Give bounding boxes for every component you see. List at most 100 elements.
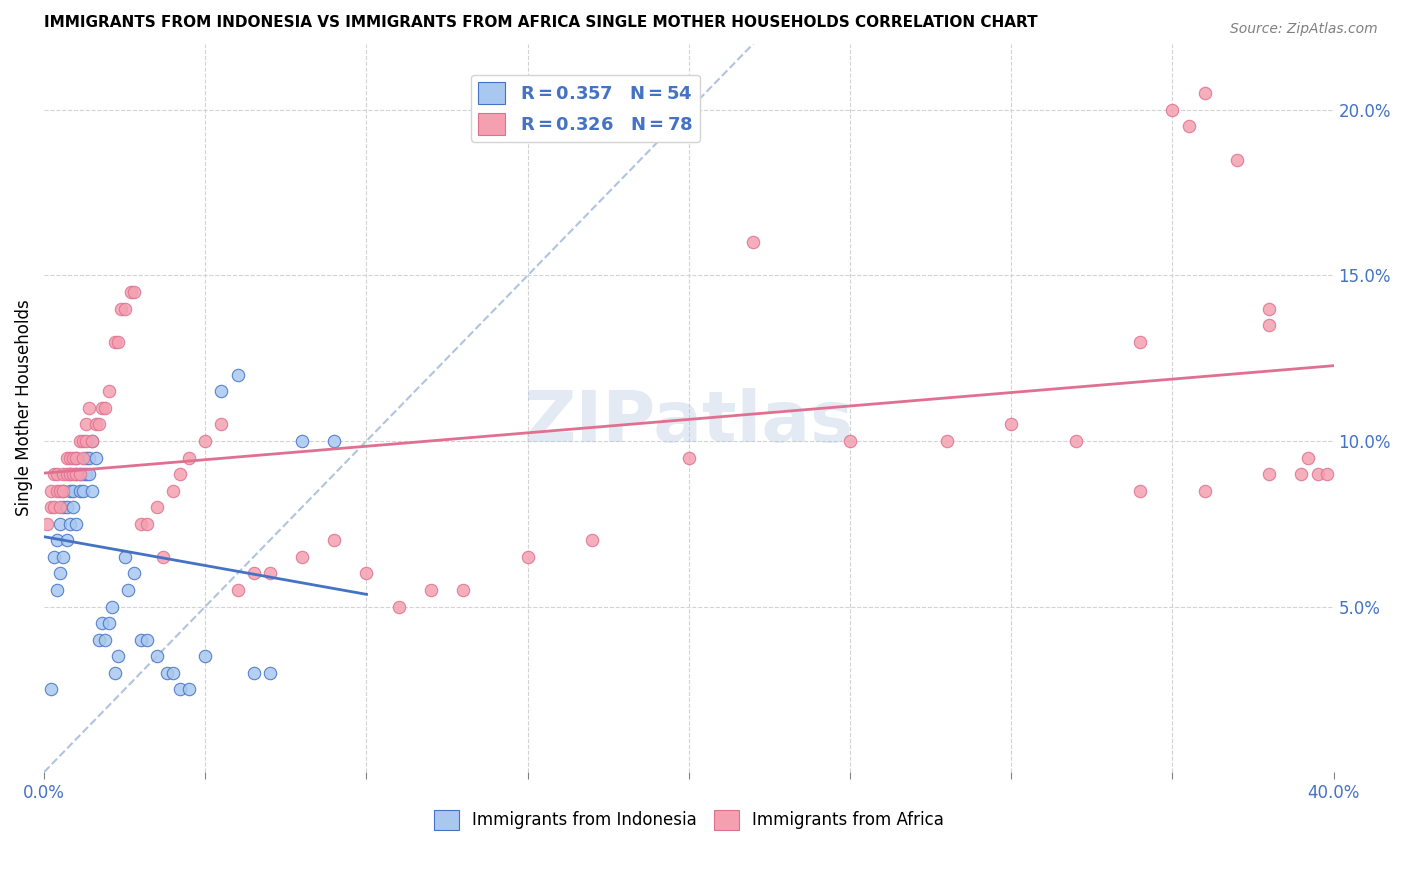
Point (1194, 483, 1216, 498)
Point (129, 632, 152, 647)
Point (120, 285, 142, 299)
Text: Source: ZipAtlas.com: Source: ZipAtlas.com (1230, 22, 1378, 37)
Point (77, 450, 100, 465)
Point (49, 483, 72, 498)
Point (39, 682, 62, 697)
Point (75, 467, 97, 481)
Point (1000, 417, 1022, 432)
Point (1296, 450, 1319, 465)
Point (226, 582, 249, 597)
Point (94, 632, 117, 647)
Point (1258, 301, 1281, 316)
Point (209, 417, 232, 432)
Point (75, 450, 97, 465)
Point (242, 566, 264, 581)
Point (75, 417, 97, 432)
Point (69, 467, 91, 481)
Point (77, 401, 100, 415)
Point (356, 566, 378, 581)
Point (179, 682, 201, 697)
Point (87, 417, 110, 432)
Point (104, 665, 127, 680)
Point (291, 434, 314, 448)
Point (1194, 87, 1216, 101)
Point (46, 533, 69, 548)
Point (516, 549, 538, 564)
Point (742, 235, 765, 250)
Point (1258, 467, 1281, 481)
Point (107, 649, 129, 664)
Point (117, 582, 139, 597)
Point (1177, 120, 1199, 134)
Point (101, 599, 124, 614)
Point (1226, 153, 1249, 167)
Point (1291, 467, 1313, 481)
Point (69, 467, 91, 481)
Text: ZIPatlas: ZIPatlas (524, 388, 853, 457)
Point (451, 582, 474, 597)
Point (72, 483, 94, 498)
Point (82, 434, 104, 448)
Point (65, 467, 87, 481)
Point (124, 285, 146, 299)
Point (37, 516, 59, 531)
Point (259, 665, 281, 680)
Point (1129, 483, 1152, 498)
Point (75, 434, 97, 448)
Point (91, 615, 114, 630)
Point (52, 483, 75, 498)
Point (65, 450, 87, 465)
Point (55, 500, 77, 515)
Point (162, 665, 184, 680)
Point (52, 549, 75, 564)
Point (55, 467, 77, 481)
Point (291, 549, 314, 564)
Point (124, 566, 146, 581)
Point (209, 384, 232, 399)
Point (52, 500, 75, 515)
Point (323, 533, 346, 548)
Point (82, 434, 104, 448)
Point (59, 516, 82, 531)
Point (59, 467, 82, 481)
Point (226, 368, 249, 382)
Point (839, 434, 862, 448)
Point (94, 401, 117, 415)
Point (97, 615, 120, 630)
Point (146, 500, 169, 515)
Point (55, 533, 77, 548)
Point (39, 483, 62, 498)
Point (136, 516, 159, 531)
Point (1161, 103, 1184, 117)
Point (104, 334, 127, 349)
Point (52, 483, 75, 498)
Point (136, 632, 159, 647)
Point (1316, 467, 1339, 481)
Point (77, 467, 100, 481)
Point (129, 516, 152, 531)
Point (42, 549, 65, 564)
Point (62, 483, 84, 498)
Point (678, 450, 700, 465)
Point (156, 665, 179, 680)
Point (52, 467, 75, 481)
Point (72, 450, 94, 465)
Point (581, 533, 603, 548)
Point (107, 334, 129, 349)
Point (49, 566, 72, 581)
Point (87, 632, 110, 647)
Point (169, 467, 191, 481)
Point (49, 500, 72, 515)
Point (1306, 467, 1329, 481)
Point (69, 434, 91, 448)
Point (82, 483, 104, 498)
Point (1258, 318, 1281, 332)
Point (62, 450, 84, 465)
Point (59, 483, 82, 498)
Point (39, 500, 62, 515)
Point (46, 467, 69, 481)
Point (114, 301, 136, 316)
Point (388, 599, 411, 614)
Point (84, 450, 107, 465)
Point (152, 549, 174, 564)
